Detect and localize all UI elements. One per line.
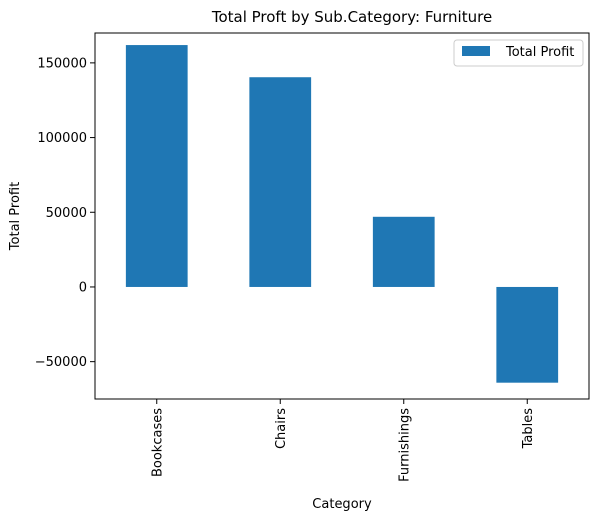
legend-swatch	[462, 46, 490, 56]
x-tick-label: Furnishings	[397, 408, 412, 482]
plot-frame	[94, 32, 590, 400]
y-axis: −50000 0 50000 100000 150000	[35, 56, 95, 370]
bars-group	[125, 45, 559, 383]
y-tick-label: 150000	[37, 56, 87, 71]
y-tick-label: −50000	[35, 355, 87, 370]
bar-bookcases	[125, 45, 188, 287]
x-tick-label: Tables	[521, 408, 536, 450]
bar-furnishings	[372, 216, 435, 287]
y-tick-label: 50000	[46, 206, 87, 221]
bar-chairs	[249, 77, 312, 287]
x-tick-label: Chairs	[274, 408, 289, 449]
x-axis: Bookcases Chairs Furnishings Tables	[150, 399, 536, 482]
chart-title: Total Proft by Sub.Category: Furniture	[211, 8, 492, 26]
x-tick-label: Bookcases	[150, 408, 165, 477]
legend: Total Profit	[453, 39, 584, 67]
x-axis-title: Category	[312, 497, 372, 512]
y-axis-title: Total Profit	[8, 182, 23, 251]
y-tick-label: 0	[79, 280, 87, 295]
bar-tables	[496, 286, 559, 383]
y-tick-label: 100000	[37, 131, 87, 146]
legend-label: Total Profit	[505, 45, 574, 60]
